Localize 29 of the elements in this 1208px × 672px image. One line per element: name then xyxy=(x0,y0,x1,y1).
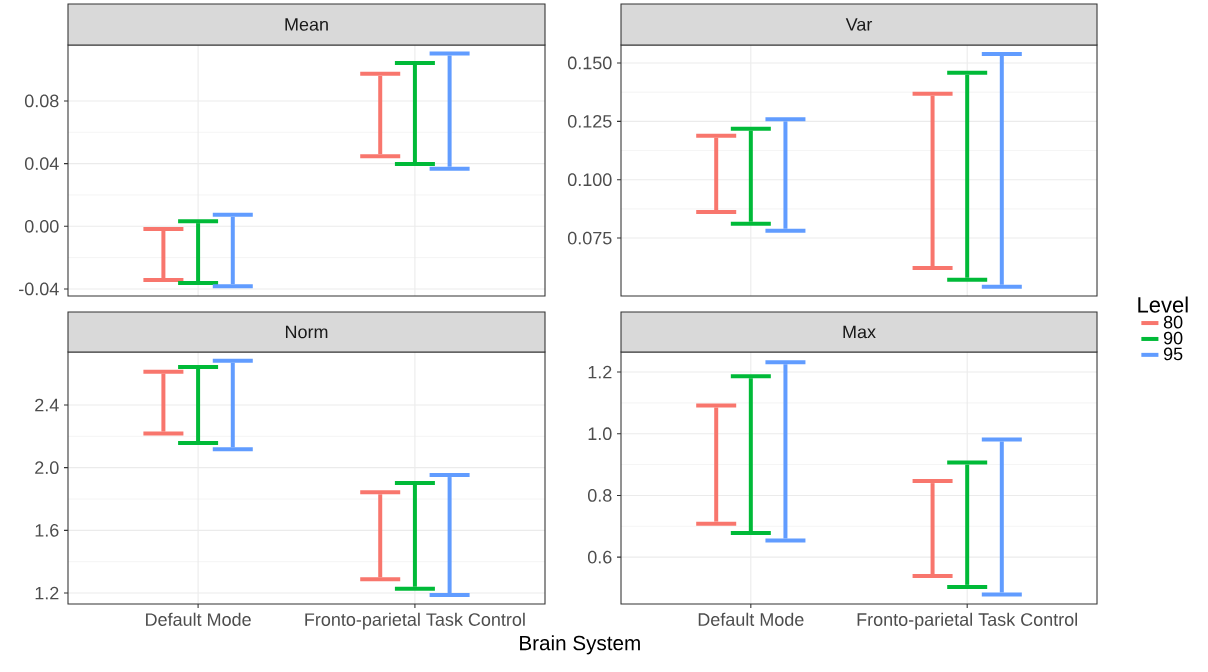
y-tick-label: 1.6 xyxy=(35,523,59,537)
y-tick-label: 2.4 xyxy=(35,398,59,412)
y-tick-label: 0.8 xyxy=(587,489,612,502)
y-tick-label: 2.0 xyxy=(35,461,59,475)
x-tick-label: Fronto-parietal Task Control xyxy=(305,612,525,630)
y-tick-label: 0.125 xyxy=(567,114,612,128)
legend-title: Level xyxy=(1138,296,1188,313)
y-tick-label: -0.04 xyxy=(19,282,59,296)
y-tick-label: 0.6 xyxy=(587,550,612,564)
chart-title: Max xyxy=(843,325,876,339)
y-tick-label: 0.08 xyxy=(24,94,59,108)
y-tick-label: 0.04 xyxy=(24,157,59,170)
y-tick-label: 1.2 xyxy=(35,586,59,600)
legend-label: 90 xyxy=(1163,331,1183,345)
legend-label: 80 xyxy=(1163,315,1183,329)
y-tick-label: 0.075 xyxy=(567,231,612,245)
x-tick-label: Default Mode xyxy=(146,612,251,626)
x-tick-label: Fronto-parietal Task Control xyxy=(857,612,1077,630)
x-axis-title: Brain System xyxy=(520,635,640,655)
chart-title: Mean xyxy=(285,18,328,31)
y-tick-label: 1.0 xyxy=(588,427,612,441)
y-tick-label: 1.2 xyxy=(588,365,612,379)
chart-title: Var xyxy=(845,18,873,31)
y-tick-label: 0.100 xyxy=(567,173,612,187)
y-tick-label: 0.150 xyxy=(567,56,612,70)
x-tick-label: Default Mode xyxy=(698,612,804,626)
chart-title: Norm xyxy=(285,325,328,339)
y-tick-label: 0.00 xyxy=(24,219,59,233)
legend-label: 95 xyxy=(1163,347,1183,361)
